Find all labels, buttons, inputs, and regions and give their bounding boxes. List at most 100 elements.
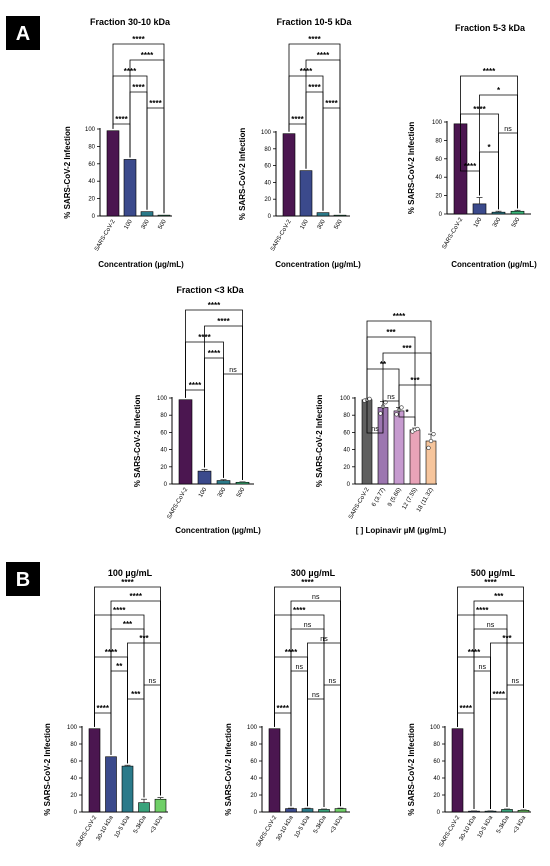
significance-label: ns [229, 367, 237, 374]
data-point [428, 438, 434, 444]
bar-3 [121, 765, 134, 813]
significance-label: *** [402, 344, 412, 353]
significance-bracket [498, 132, 518, 210]
significance-label: ns [312, 594, 320, 601]
y-tick-label: 20 [433, 793, 440, 799]
significance-label: ns [487, 622, 495, 629]
x-tick-label: 18 (11.32) [416, 487, 435, 513]
data-point [415, 426, 420, 432]
y-tick-label: 60 [343, 430, 350, 436]
x-tick-label: 300 [141, 218, 152, 230]
significance-bracket [382, 352, 432, 433]
significance-label: ns [304, 622, 312, 629]
x-tick-label: 500 [511, 216, 522, 228]
x-tick-label: 100 [473, 216, 484, 228]
y-tick-label: 100 [67, 725, 78, 731]
y-tick-label: 40 [160, 448, 167, 454]
y-tick-label: 20 [435, 194, 442, 200]
bar-1 [106, 130, 120, 217]
bar-1 [268, 728, 281, 813]
significance-label: ns [479, 664, 487, 671]
significance-bracket [94, 586, 161, 796]
y-axis-title: % SARS-CoV-2 Infection [63, 126, 72, 219]
significance-label: **** [105, 648, 118, 657]
bar-4 [318, 809, 330, 813]
y-tick-label: 100 [432, 120, 443, 126]
panel-label-b-box: B [6, 562, 40, 596]
x-tick-label: 6 (3.77) [371, 487, 387, 508]
x-tick-label: 10-5 kDa [114, 814, 132, 839]
significance-label: **** [291, 115, 304, 124]
x-tick-label: 100 [198, 486, 209, 498]
significance-bracket [143, 684, 161, 798]
bar-4 [138, 802, 150, 813]
bar-4 [510, 210, 525, 215]
y-tick-label: 20 [250, 793, 257, 799]
chart-title: 100 µg/mL [108, 568, 153, 578]
significance-label: **** [476, 606, 489, 615]
x-axis-title: [ ] Lopinavir µM (µg/mL) [356, 526, 447, 535]
x-axis-title: Concentration (µg/mL) [451, 260, 537, 269]
chart-title: 500 µg/mL [471, 568, 516, 578]
x-tick-label: SARS-CoV-2 [167, 486, 190, 520]
bar-3 [316, 212, 330, 217]
significance-label: **** [484, 578, 497, 587]
significance-label: **** [473, 105, 486, 114]
x-tick-label: 500 [236, 486, 247, 498]
significance-bracket [366, 320, 432, 433]
significance-label: **** [132, 83, 145, 92]
y-tick-label: 0 [437, 810, 441, 816]
significance-label: **** [277, 704, 290, 713]
bar-2 [285, 808, 297, 813]
x-tick-label: SARS-CoV-2 [442, 216, 465, 250]
significance-label: **** [124, 67, 137, 76]
data-point [399, 405, 404, 410]
y-tick-label: 60 [433, 759, 440, 765]
significance-bracket [307, 698, 325, 808]
x-tick-label: SARS-CoV-2 [256, 814, 279, 848]
y-tick-label: 20 [160, 465, 167, 471]
y-tick-label: 100 [430, 725, 441, 731]
significance-label: *** [410, 376, 420, 385]
y-axis-title: % SARS-CoV-2 Infection [407, 122, 416, 215]
chart-title: Fraction <3 kDa [176, 285, 244, 295]
y-axis-title: % SARS-CoV-2 Infection [315, 395, 324, 488]
y-tick-label: 80 [88, 144, 95, 150]
y-tick-label: 0 [164, 482, 168, 488]
x-tick-label: SARS-CoV-2 [270, 218, 293, 252]
bar-5 [154, 798, 167, 813]
significance-label: *** [139, 634, 149, 643]
significance-label: **** [198, 333, 211, 342]
chart-3: Fraction 5-3 kDa 0 20 40 60 80 100 % SARS-CoV-2… [407, 23, 537, 269]
significance-label: **** [293, 606, 306, 615]
bar-2 [105, 756, 117, 813]
x-tick-label: <3 kDa [329, 814, 344, 834]
x-tick-label: SARS-CoV-2 [76, 814, 99, 848]
significance-bracket [274, 586, 341, 807]
x-tick-label: 10-5 kDa [477, 814, 495, 839]
significance-label: **** [208, 301, 221, 310]
charts-layer: Fraction 30-10 kDa 0 20 40 60 80 100 % SARS-CoV… [43, 17, 537, 848]
panel-label-b: B [16, 569, 30, 591]
significance-label: *** [502, 634, 512, 643]
bar-3 [140, 211, 154, 217]
chart-2: Fraction 10-5 kDa 0 20 40 60 80 100 % SARS-CoV-… [238, 17, 361, 269]
significance-label: ** [380, 360, 387, 369]
bar-2 [299, 170, 313, 217]
significance-bracket [473, 670, 491, 809]
x-tick-label: 500 [334, 218, 345, 230]
significance-label: **** [285, 648, 298, 657]
y-tick-label: 60 [88, 162, 95, 168]
significance-label: **** [97, 704, 110, 713]
x-tick-label: SARS-CoV-2 [348, 486, 371, 520]
y-tick-label: 20 [343, 465, 350, 471]
significance-label: ns [296, 664, 304, 671]
significance-bracket [146, 107, 165, 214]
y-tick-label: 0 [254, 810, 258, 816]
significance-label: ** [116, 662, 123, 671]
significance-label: *** [123, 620, 133, 629]
significance-bracket [322, 107, 341, 214]
y-tick-label: 80 [250, 742, 257, 748]
y-tick-label: 20 [264, 197, 271, 203]
x-axis-title: Concentration (µg/mL) [275, 260, 361, 269]
